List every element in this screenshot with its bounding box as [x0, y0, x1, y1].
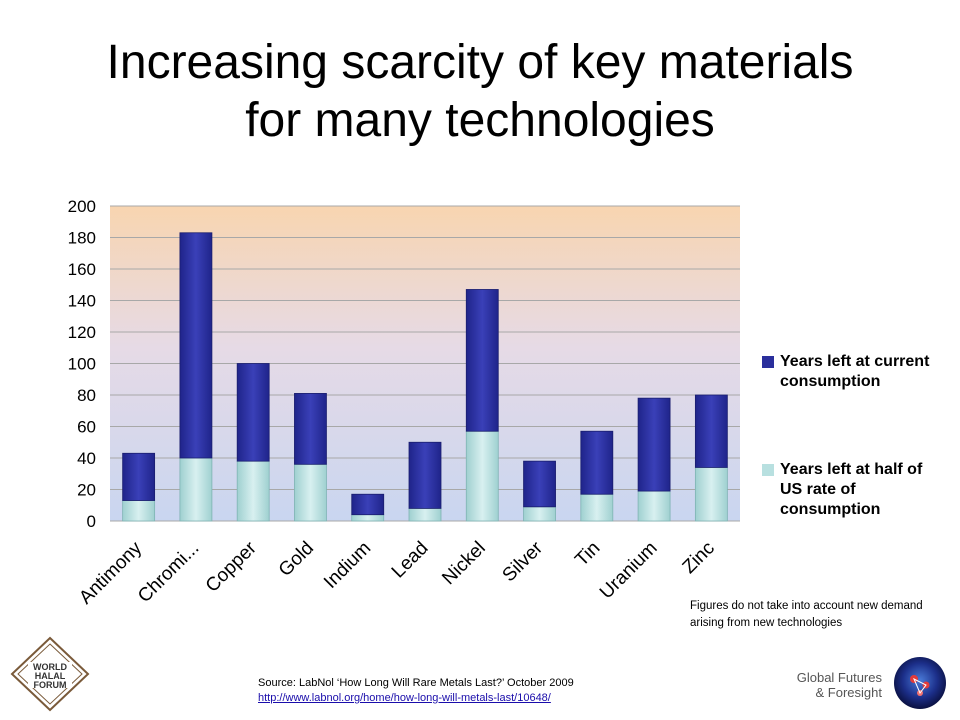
bar-segment	[179, 232, 213, 459]
bar-segment	[294, 393, 327, 465]
source-text: Source: LabNol ‘How Long Will Rare Metal…	[258, 677, 574, 689]
y-tick-label: 80	[77, 386, 96, 405]
source-link[interactable]: http://www.labnol.org/home/how-long-will…	[258, 692, 551, 704]
bar-segment	[465, 430, 499, 522]
x-tick-label: Uranium	[596, 538, 662, 604]
logo-word-1: WORLD	[33, 662, 67, 672]
legend-swatch-half-us	[762, 464, 774, 476]
slide-title: Increasing scarcity of key materials for…	[0, 34, 960, 150]
global-futures-logo	[894, 657, 946, 709]
y-tick-label: 120	[68, 323, 96, 342]
legend-label-current: Years left at current consumption	[780, 353, 930, 390]
bar-segment	[408, 441, 442, 509]
bar-segment	[408, 507, 442, 522]
legend-swatch-current	[762, 356, 774, 368]
x-tick-label: Indium	[320, 538, 375, 593]
bar-segment	[351, 514, 385, 522]
bar-segment	[523, 460, 556, 508]
brand-line-2: & Foresight	[815, 685, 882, 700]
bar-segment	[294, 463, 327, 522]
bar-segment	[122, 452, 156, 501]
title-line-1: Increasing scarcity of key materials	[106, 36, 854, 89]
world-halal-forum-logo: WORLD HALAL FORUM	[10, 636, 90, 712]
gridlines	[110, 205, 740, 522]
y-tick-label: 0	[87, 512, 96, 531]
x-tick-label: Copper	[202, 537, 261, 596]
x-tick-label: Nickel	[438, 538, 489, 589]
y-tick-label: 20	[77, 481, 96, 500]
bar-segment	[694, 394, 728, 468]
legend-item-current: Years left at current consumption	[762, 352, 930, 392]
bar-segment	[637, 397, 671, 492]
y-tick-label: 100	[68, 355, 96, 374]
bar-segment	[236, 363, 270, 462]
y-tick-label: 40	[77, 449, 96, 468]
legend-item-half-us: Years left at half of US rate of consump…	[762, 460, 930, 520]
bar-segment	[465, 289, 499, 432]
y-tick-label: 60	[77, 418, 96, 437]
brand-text: Global Futures & Foresight	[797, 670, 882, 700]
x-tick-label: Zinc	[679, 538, 719, 578]
chart-note: Figures do not take into account new dem…	[690, 600, 923, 629]
bar-segment	[523, 506, 556, 522]
x-tick-label: Lead	[388, 538, 433, 583]
bar-segment	[637, 490, 671, 522]
bar-segment	[351, 493, 385, 516]
bar-segment	[179, 457, 213, 522]
bar-segment	[580, 430, 614, 495]
legend-label-half-us: Years left at half of US rate of consump…	[780, 461, 923, 518]
source-citation: Source: LabNol ‘How Long Will Rare Metal…	[258, 676, 574, 706]
bar-segment	[122, 500, 156, 522]
y-tick-label: 200	[68, 197, 96, 216]
bars	[122, 232, 728, 522]
y-tick-label: 180	[68, 229, 96, 248]
x-tick-label: Tin	[571, 538, 604, 571]
logo-word-3: FORUM	[34, 680, 67, 690]
logo-word-2: HALAL	[35, 671, 66, 681]
x-tick-label: Silver	[499, 537, 548, 586]
y-axis-ticks: 0 20 40 60 80 100 120 140 160 180 200	[68, 197, 96, 531]
title-line-2: for many technologies	[245, 94, 715, 147]
stacked-bar-chart: 0 20 40 60 80 100 120 140 160 180 200 AntimonyChro…	[68, 197, 740, 609]
x-tick-label: Gold	[275, 538, 318, 581]
x-tick-label: Antimony	[75, 537, 146, 608]
bar-segment	[236, 460, 270, 522]
bar-segment	[580, 493, 614, 522]
y-tick-label: 140	[68, 292, 96, 311]
y-tick-label: 160	[68, 260, 96, 279]
x-tick-label: Chromi...	[134, 538, 203, 607]
brand-line-1: Global Futures	[796, 670, 882, 685]
bar-segment	[694, 467, 728, 522]
